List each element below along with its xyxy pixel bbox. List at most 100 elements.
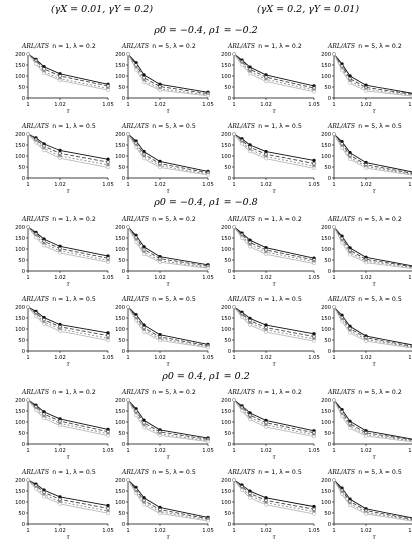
- y-tick-label: 150: [321, 409, 331, 415]
- panel-title: n = 1, λ = 0.2: [52, 389, 96, 396]
- x-tick-label: 1.05: [202, 275, 214, 281]
- x-tick-label: 1.02: [260, 275, 272, 281]
- x-tick-label: 1.02: [154, 102, 166, 108]
- data-point: [232, 398, 236, 402]
- panel-ylabel: ARL/ATS: [121, 469, 149, 476]
- y-tick-label: 0: [228, 269, 231, 275]
- data-point: [248, 245, 252, 249]
- y-tick-label: 100: [15, 327, 25, 333]
- series-line: [233, 306, 315, 335]
- y-tick-label: 0: [22, 269, 25, 275]
- x-tick-label: 1: [332, 102, 335, 108]
- x-tick-label: 1: [26, 102, 29, 108]
- panel-ylabel: ARL/ATS: [21, 389, 49, 396]
- panel-title: n = 1, λ = 0.5: [258, 123, 302, 130]
- data-point: [364, 260, 368, 265]
- y-tick-label: 150: [115, 236, 125, 242]
- series-line: [233, 226, 315, 264]
- data-point: [332, 478, 336, 482]
- x-tick-label: 1: [232, 102, 235, 108]
- series-line: [233, 479, 315, 515]
- data-point: [142, 425, 146, 430]
- data-point: [134, 318, 138, 323]
- panel-xlabel: τ: [372, 108, 376, 115]
- series-line: [233, 226, 315, 263]
- series-line: [233, 399, 315, 436]
- panel-title: n = 5, λ = 0.2: [152, 216, 196, 223]
- x-tick-label: 1: [232, 355, 235, 361]
- x-tick-label: 1.05: [102, 182, 114, 188]
- data-point: [142, 156, 146, 161]
- y-tick-label: 50: [324, 431, 331, 437]
- data-point: [248, 72, 252, 76]
- y-tick-label: 0: [228, 442, 231, 448]
- data-point: [106, 260, 110, 264]
- panel-ylabel: ARL/ATS: [327, 216, 355, 223]
- y-tick-label: 150: [15, 63, 25, 69]
- data-point: [26, 52, 30, 56]
- data-point: [206, 94, 210, 98]
- y-tick-label: 0: [328, 442, 331, 448]
- y-tick-label: 0: [328, 176, 331, 182]
- panel-ylabel: ARL/ATS: [121, 389, 149, 396]
- series-line: [333, 53, 412, 94]
- x-tick-label: 1.05: [408, 102, 412, 108]
- panel-xlabel: τ: [166, 361, 170, 368]
- y-tick-label: 100: [15, 154, 25, 160]
- panel-xlabel: τ: [166, 188, 170, 195]
- data-point: [240, 315, 244, 320]
- panel-xlabel: τ: [166, 454, 170, 461]
- panel-ylabel: ARL/ATS: [227, 469, 255, 476]
- data-point: [232, 225, 236, 229]
- data-point: [134, 145, 138, 149]
- data-point: [332, 305, 336, 309]
- data-point: [264, 79, 268, 84]
- data-point: [106, 165, 110, 170]
- panel-title: n = 5, λ = 0.5: [358, 469, 402, 476]
- data-point: [58, 329, 62, 333]
- panel-xlabel: τ: [372, 361, 376, 368]
- y-tick-label: 0: [328, 269, 331, 275]
- panel-ylabel: ARL/ATS: [327, 389, 355, 396]
- data-point: [332, 225, 336, 229]
- y-tick-label: 200: [221, 52, 231, 58]
- data-point: [348, 331, 352, 335]
- y-tick-label: 0: [22, 176, 25, 182]
- data-point: [134, 491, 138, 496]
- y-tick-label: 100: [115, 420, 125, 426]
- data-point: [106, 433, 110, 438]
- series-line: [233, 399, 315, 437]
- data-point: [134, 240, 138, 244]
- panel-title: n = 1, λ = 0.2: [258, 389, 302, 396]
- y-tick-label: 150: [115, 143, 125, 149]
- x-tick-label: 1.05: [408, 448, 412, 454]
- panel-ylabel: ARL/ATS: [21, 43, 49, 50]
- y-tick-label: 200: [115, 305, 125, 311]
- x-tick-label: 1.05: [308, 528, 320, 534]
- panel-xlabel: τ: [66, 281, 70, 288]
- header-right: (γX = 0.2, γY = 0.01): [257, 4, 359, 15]
- y-tick-label: 200: [321, 52, 331, 58]
- y-tick-label: 0: [328, 96, 331, 102]
- series-line: [333, 226, 412, 267]
- y-tick-label: 200: [15, 398, 25, 404]
- y-tick-label: 100: [15, 420, 25, 426]
- panel-ylabel: ARL/ATS: [227, 216, 255, 223]
- x-tick-label: 1: [332, 528, 335, 534]
- panel-ylabel: ARL/ATS: [327, 123, 355, 130]
- data-point: [340, 319, 344, 324]
- x-tick-label: 1: [332, 275, 335, 281]
- y-tick-label: 0: [22, 522, 25, 528]
- panel-title: n = 5, λ = 0.2: [358, 389, 402, 396]
- series-line: [27, 479, 109, 509]
- y-tick-label: 0: [122, 176, 125, 182]
- x-tick-label: 1: [126, 448, 129, 454]
- x-tick-label: 1: [232, 448, 235, 454]
- data-point: [126, 132, 130, 136]
- data-point: [364, 339, 368, 343]
- y-tick-label: 50: [118, 511, 125, 517]
- y-tick-label: 50: [324, 165, 331, 171]
